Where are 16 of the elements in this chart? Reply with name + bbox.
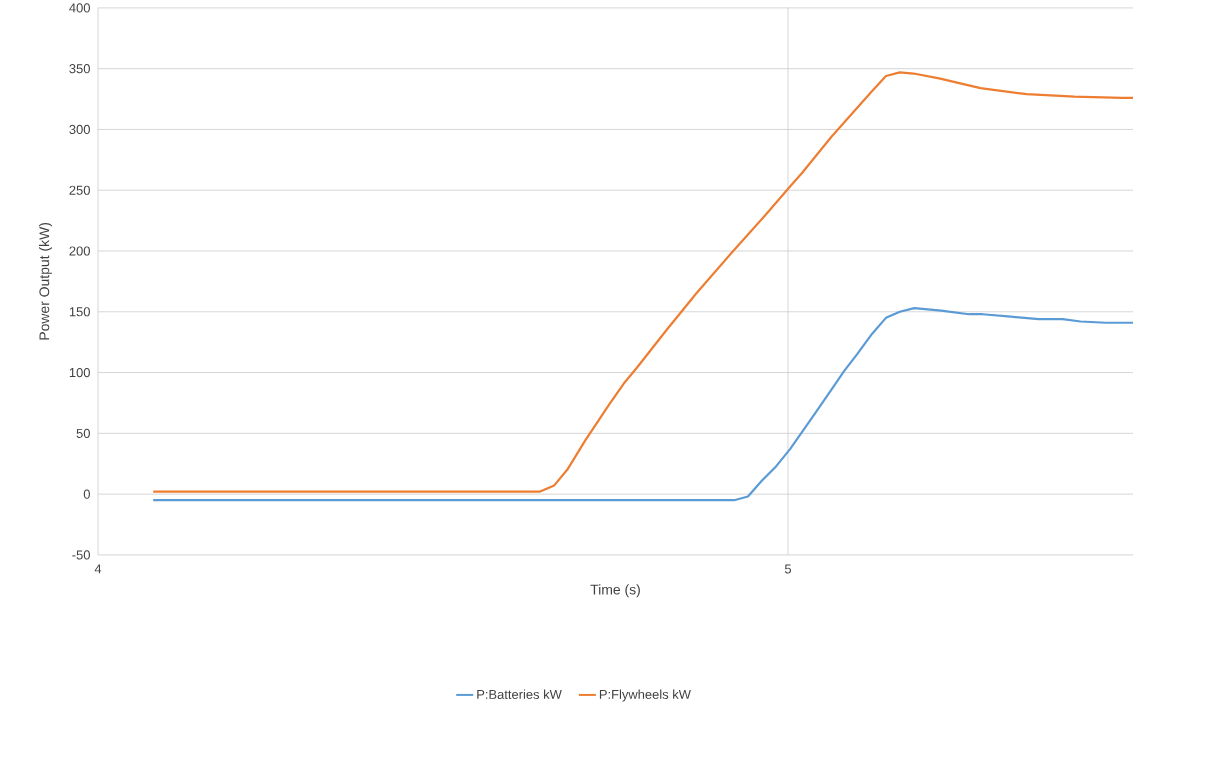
x-tick-label: 5 bbox=[784, 564, 792, 574]
x-tick-label: 4 bbox=[94, 564, 102, 574]
y-tick-label: -50 bbox=[72, 550, 90, 560]
y-tick-label: 150 bbox=[69, 307, 90, 317]
y-tick-label: 250 bbox=[69, 185, 90, 195]
y-tick-label: 200 bbox=[69, 246, 90, 256]
legend-label: P:Batteries kW bbox=[477, 689, 562, 699]
x-axis-title: Time (s) bbox=[590, 584, 640, 598]
y-tick-label: 300 bbox=[69, 124, 90, 134]
y-tick-label: 100 bbox=[69, 367, 90, 378]
y-tick-label: 350 bbox=[69, 63, 90, 74]
legend-label: P:Flywheels kW bbox=[599, 689, 691, 702]
y-tick-label: 0 bbox=[83, 489, 90, 499]
y-axis-title: Power Output (kW) bbox=[39, 222, 53, 340]
y-tick-label: 400 bbox=[69, 3, 90, 13]
y-tick-label: 50 bbox=[76, 428, 90, 438]
